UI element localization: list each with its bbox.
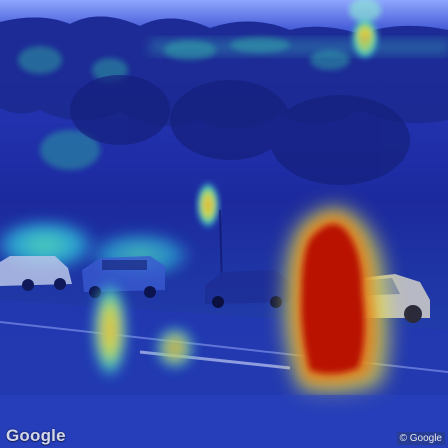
heat-spot-road-center — [155, 326, 195, 370]
copyright-label: © Google — [396, 432, 445, 445]
heat-spot-road-left — [92, 280, 128, 380]
car-left — [0, 256, 72, 291]
heat-band — [150, 40, 448, 54]
sky-glow — [349, 0, 381, 22]
sky — [0, 0, 448, 34]
car-mid — [205, 270, 290, 308]
heat-spot-lamp — [196, 181, 220, 229]
google-logo: Google — [6, 426, 66, 445]
heat-spot-main — [284, 207, 389, 394]
lower-wash — [0, 395, 448, 448]
